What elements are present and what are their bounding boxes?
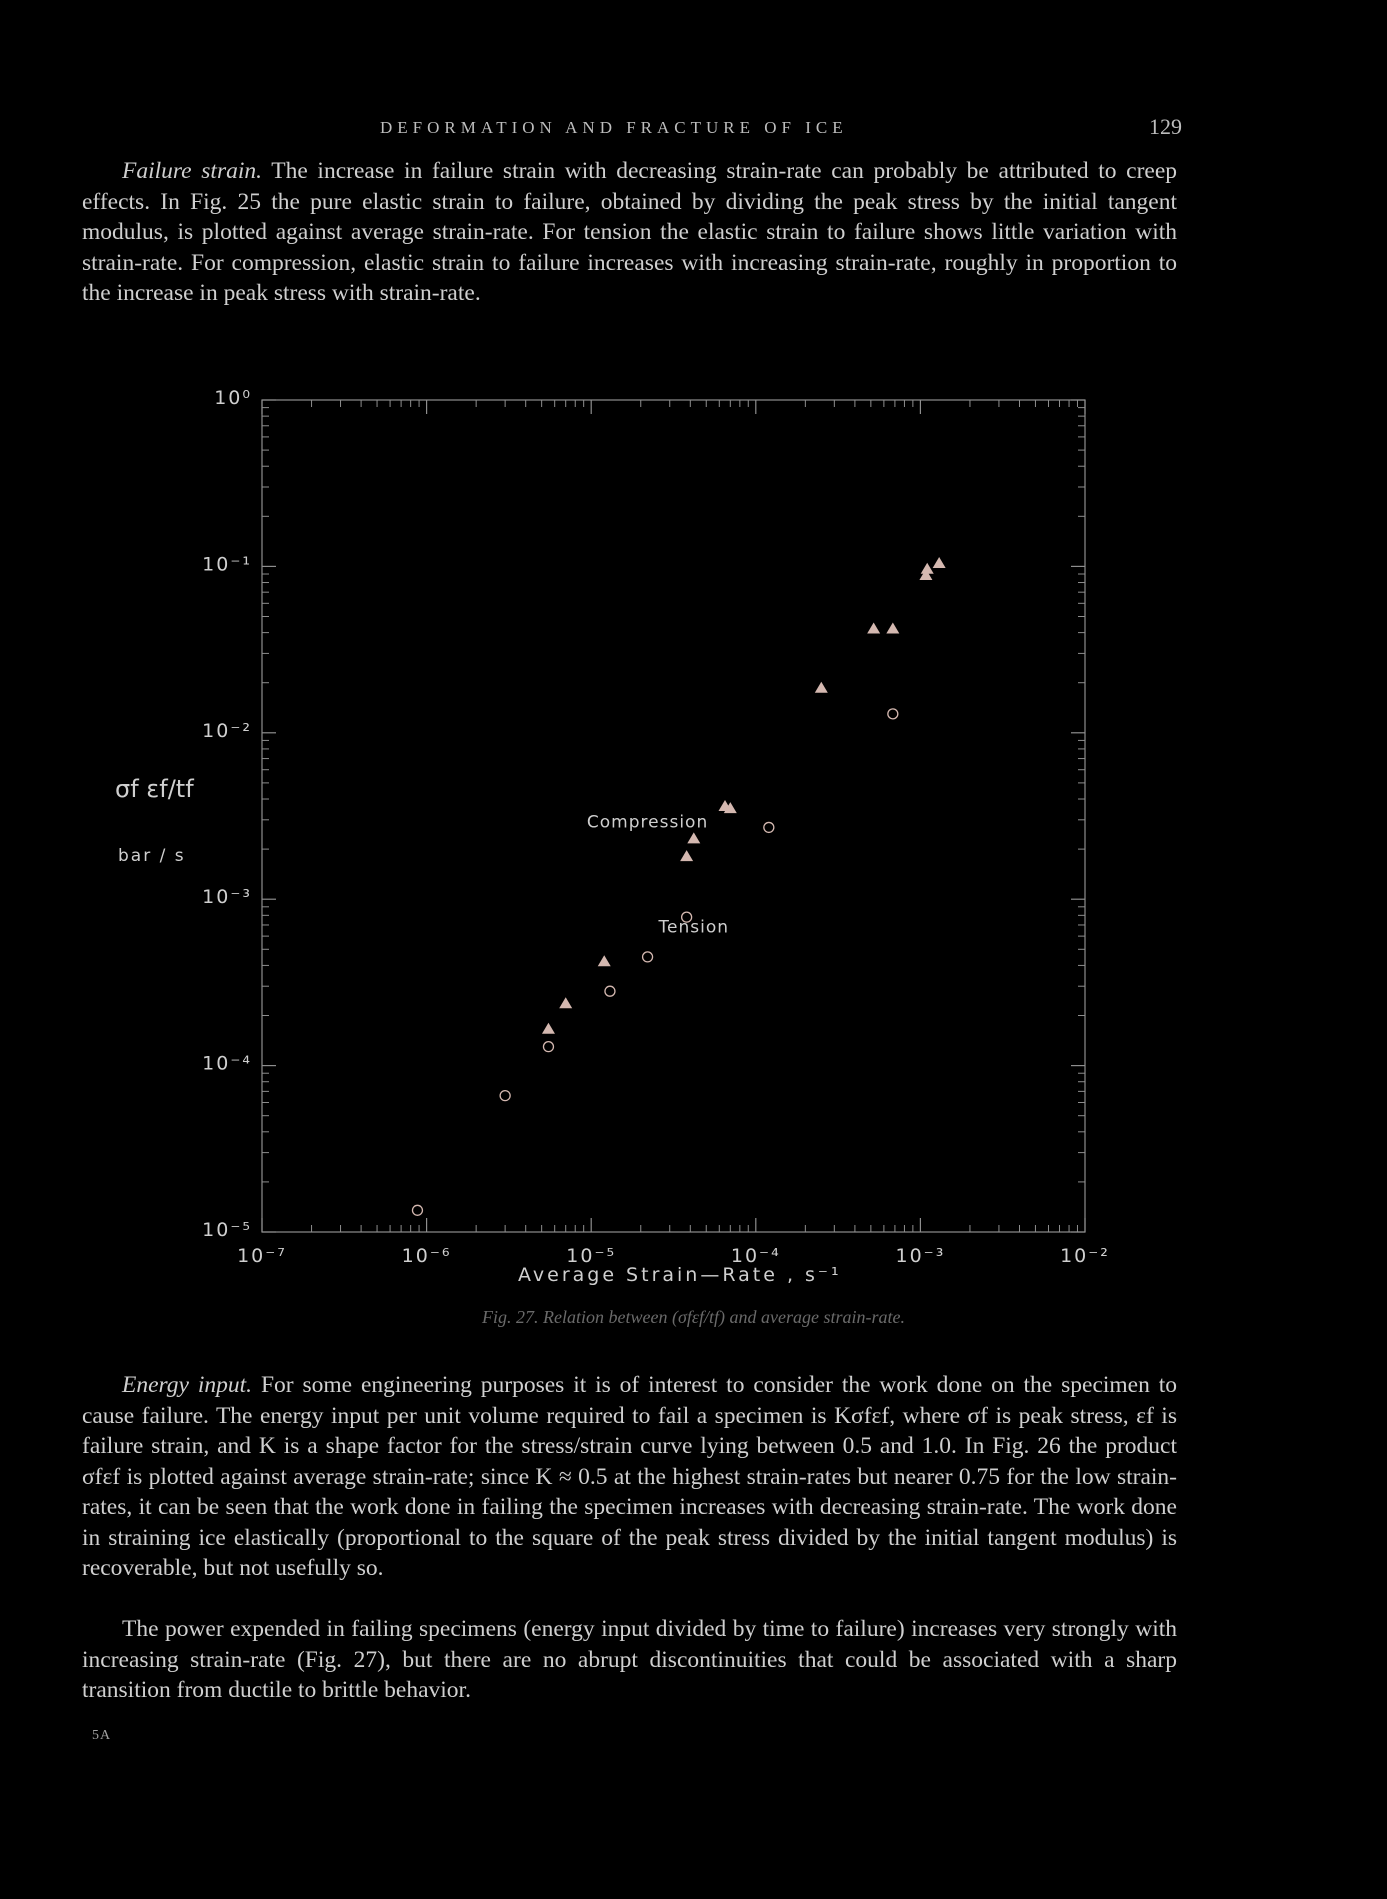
compression-point [867,622,881,634]
compression-point [886,622,900,634]
x-axis-label: Average Strain—Rate , s⁻¹ [518,1264,842,1286]
compression-point [559,997,573,1009]
compression-point [814,681,828,693]
footer-mark: 5A [92,1728,112,1743]
y-axis-label: σf εf/tf [115,775,194,803]
running-head: DEFORMATION AND FRACTURE OF ICE [380,118,848,137]
tension-point [763,821,775,834]
paragraph-title-failure-strain: Failure strain. [122,158,262,184]
x-tick-label: 10⁻⁵ [566,1245,616,1267]
x-tick-label: 10⁻⁶ [402,1245,452,1267]
compression-point [919,569,933,581]
paragraph-energy-input: Energy input. For some engineering purpo… [82,1370,1177,1584]
y-tick-label: 10⁻³ [202,886,252,908]
plot-frame [261,399,1086,1233]
paragraph-body-power: The power expended in failing specimens … [82,1616,1177,1703]
figure: 10⁻⁷ 10⁻⁶ 10⁻⁵ 10⁻⁴ 10⁻³ 10⁻² 10⁻⁵ 10⁻⁴ 10⁻³ 10⁻²… [0,370,1387,1330]
page-number: 129 [1149,114,1182,139]
x-tick-label: 10⁻⁴ [731,1245,781,1267]
x-tick-label: 10⁻⁷ [237,1245,287,1267]
compression-point [920,562,934,574]
tension-point [887,708,899,720]
tension-point [499,1089,511,1102]
y-tick-label: 10⁻¹ [202,553,252,575]
compression-point [541,1022,555,1034]
x-tick-label: 10⁻³ [895,1245,945,1267]
paragraph-title-energy-input: Energy input. [122,1372,253,1398]
tension-point [641,951,654,963]
y-tick-label: 10⁻² [202,720,252,742]
paragraph-body-failure-strain: The increase in failure strain with decr… [82,158,1178,306]
scatter-chart: 10⁻⁷ 10⁻⁶ 10⁻⁵ 10⁻⁴ 10⁻³ 10⁻² 10⁻⁵ 10⁻⁴ 10⁻³ 10⁻²… [202,387,1110,1267]
y-tick-label: 10⁻⁵ [202,1219,252,1241]
x-tick-label: 10⁻² [1060,1245,1110,1267]
y-axis-unit: bar / s [118,846,186,866]
tension-point [604,985,616,997]
y-tick-label: 10⁻⁴ [202,1053,252,1075]
paragraph-body-energy-input: For some engineering purposes it is of i… [82,1372,1178,1581]
tension-point [542,1040,555,1053]
tension-point [680,911,693,923]
paragraph-power: The power expended in failing specimens … [82,1614,1177,1706]
compression-point [680,850,694,862]
compression-point [932,556,946,568]
annotation-tension: Tension [658,918,729,938]
compression-point [687,832,701,844]
paragraph-failure-strain: Failure strain. The increase in failure … [82,156,1177,309]
tension-point [411,1204,424,1216]
compression-point [597,955,611,967]
annotation-compression: Compression [587,812,708,832]
figure-caption: Fig. 27. Relation between (σfεf/tf) and … [482,1307,905,1327]
compression-point [723,802,737,814]
y-tick-label: 10⁰ [214,387,252,409]
